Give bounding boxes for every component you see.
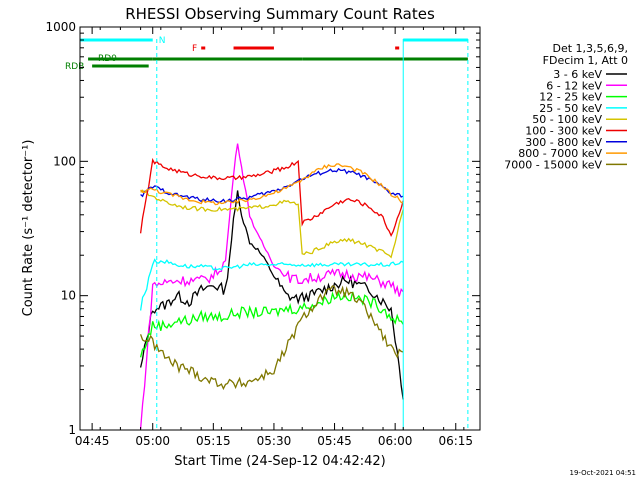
series-line (139, 157, 404, 238)
footer-timestamp: 19-Oct-2021 04:51 (570, 469, 636, 477)
flag-label-rdb: RDB (65, 62, 84, 72)
y-tick-label: 100 (53, 154, 76, 168)
flag-label-rd0: RD0 (98, 54, 117, 64)
x-axis-label: Start Time (24-Sep-12 04:42:42) (174, 454, 385, 469)
series-layer (139, 143, 404, 430)
plot-frame (79, 26, 481, 431)
axes: 04:45 05:00 05:15 05:30 05:45 06:00 06:15 1 10 10… (45, 20, 480, 448)
legend-entry-label: 7000 - 15000 keV (504, 158, 602, 171)
series-line (139, 291, 404, 358)
chart-title: RHESSI Observing Summary Count Rates (125, 5, 435, 23)
y-tick-label: 1 (68, 423, 76, 437)
legend-entry-label: 800 - 7000 keV (518, 147, 602, 160)
series-line (139, 285, 404, 391)
legend-entry-label: 3 - 6 keV (553, 68, 602, 81)
series-line (140, 189, 404, 259)
x-tick-label: 05:30 (257, 434, 292, 448)
series-line (139, 143, 404, 430)
legend-entry-label: 12 - 25 keV (539, 91, 602, 104)
flag-label-n: N (159, 36, 166, 46)
y-tick-label: 1000 (45, 20, 76, 34)
series-line (139, 190, 404, 400)
legend-entry-label: 6 - 12 keV (546, 79, 602, 92)
series-line (140, 163, 404, 206)
x-tick-label: 04:45 (75, 434, 110, 448)
y-tick-label: 10 (61, 289, 76, 303)
x-tick-label: 06:15 (438, 434, 473, 448)
observing-flags: N F RD0 RDB (65, 36, 468, 72)
legend-header-line: FDecim 1, Att 0 (543, 54, 628, 67)
legend-entry-label: 100 - 300 keV (525, 125, 602, 138)
flag-label-f: F (192, 44, 197, 54)
x-tick-label: 05:45 (317, 434, 352, 448)
legend-header-line: Det 1,3,5,6,9, (552, 42, 628, 55)
x-tick-label: 05:15 (196, 434, 231, 448)
y-axis-label: Count Rate (s⁻¹ detector⁻¹) (21, 140, 36, 317)
series-line (140, 167, 404, 204)
legend: Det 1,3,5,6,9,FDecim 1, Att 03 - 6 keV6 … (504, 42, 628, 171)
series-line (139, 258, 404, 311)
x-tick-label: 06:00 (378, 434, 413, 448)
legend-entry-label: 25 - 50 keV (539, 102, 602, 115)
legend-entry-label: 50 - 100 keV (532, 113, 602, 126)
legend-entry-label: 300 - 800 keV (525, 136, 602, 149)
x-tick-label: 05:00 (135, 434, 170, 448)
